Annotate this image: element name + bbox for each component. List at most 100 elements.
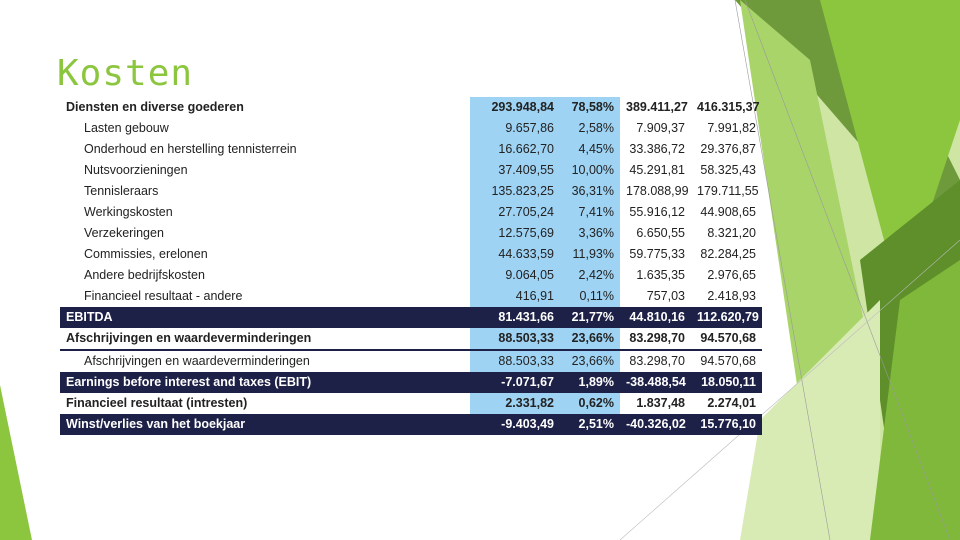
row-diensten-en-diverse-goederen: Diensten en diverse goederen 293.948,84 78… [60, 97, 762, 118]
percentage-cell: 3,36% [560, 223, 620, 244]
amount-cell-earlier: 94.570,68 [691, 328, 762, 351]
amount-cell-previous: 83.298,70 [629, 354, 685, 368]
amount-cell-earlier: 112.620,79 [691, 307, 762, 328]
row-ebit: Earnings before interest and taxes (EBIT… [60, 372, 762, 393]
amount-cell-previous: 55.916,12 [629, 205, 685, 219]
percentage-cell: 11,93% [560, 244, 620, 265]
row-nutsvoorzieningen: Nutsvoorzieningen 37.409,55 10,00% 45.291,8… [60, 160, 762, 181]
row-lasten-gebouw: Lasten gebouw 9.657,86 2,58% 7.909,37 7.991,… [60, 118, 762, 139]
amount-cell: 27.705,24 [470, 202, 560, 223]
row-verzekeringen: Verzekeringen 12.575,69 3,36% 6.650,55 8.321… [60, 223, 762, 244]
amount-cell: 88.503,33 [470, 350, 560, 372]
amount-cell-previous: 1.837,48 [636, 396, 685, 410]
row-werkingskosten: Werkingskosten 27.705,24 7,41% 55.916,12 44.… [60, 202, 762, 223]
amount-cell: 9.657,86 [470, 118, 560, 139]
row-tennisleraars: Tennisleraars 135.823,25 36,31% 178.088,99 1… [60, 181, 762, 202]
amount-cell-previous: 7.909,37 [636, 121, 685, 135]
row-ebitda: EBITDA 81.431,66 21,77% 44.810,16 112.620,79 [60, 307, 762, 328]
amount-cell-earlier: 94.570,68 [700, 354, 756, 368]
cost-table-body: Diensten en diverse goederen 293.948,84 78… [60, 97, 762, 435]
percentage-cell: 7,41% [560, 202, 620, 223]
row-label: Andere bedrijfskosten [84, 268, 205, 282]
row-financieel-resultaat-intresten: Financieel resultaat (intresten) 2.331,82… [60, 393, 762, 414]
percentage-cell: 23,66% [560, 328, 620, 351]
row-commissies-erelonen: Commissies, erelonen 44.633,59 11,93% 59.77… [60, 244, 762, 265]
row-label: Earnings before interest and taxes (EBIT… [60, 372, 470, 393]
amount-cell-earlier: 416.315,37 [697, 100, 760, 114]
row-label: Tennisleraars [84, 184, 159, 198]
amount-cell: -9.403,49 [470, 414, 560, 435]
row-label: Afschrijvingen en waardeverminderingen [60, 328, 470, 351]
amount-cell: 135.823,25 [470, 181, 560, 202]
row-label: Diensten en diverse goederen [66, 100, 244, 114]
amount-cell-earlier: 15.776,10 [691, 414, 762, 435]
row-label: Verzekeringen [84, 226, 164, 240]
amount-cell-previous: 33.386,72 [629, 142, 685, 156]
percentage-cell: 2,51% [560, 414, 620, 435]
amount-cell-earlier: 44.908,65 [700, 205, 756, 219]
row-afschrijvingen-detail: Afschrijvingen en waardeverminderingen 88… [60, 350, 762, 372]
row-label: Commissies, erelonen [84, 247, 208, 261]
percentage-cell: 2,42% [560, 265, 620, 286]
row-financieel-resultaat-andere: Financieel resultaat - andere 416,91 0,11%… [60, 286, 762, 307]
amount-cell-previous: 45.291,81 [629, 163, 685, 177]
percentage-cell: 1,89% [560, 372, 620, 393]
amount-cell-previous: 59.775,33 [629, 247, 685, 261]
amount-cell-earlier: 179.711,55 [697, 184, 759, 198]
amount-cell-earlier: 7.991,82 [707, 121, 756, 135]
amount-cell: 37.409,55 [470, 160, 560, 181]
thin-line-3 [619, 239, 960, 540]
percentage-cell: 78,58% [560, 97, 620, 118]
green-facet-pale [740, 300, 880, 540]
amount-cell: 416,91 [470, 286, 560, 307]
amount-cell-earlier: 8.321,20 [707, 226, 756, 240]
amount-cell: 44.633,59 [470, 244, 560, 265]
thin-line-1 [734, 0, 831, 540]
row-label: Lasten gebouw [84, 121, 169, 135]
row-winst-verlies: Winst/verlies van het boekjaar -9.403,49 2… [60, 414, 762, 435]
row-label: Afschrijvingen en waardeverminderingen [84, 354, 310, 368]
amount-cell-previous: 389.411,27 [626, 100, 688, 114]
amount-cell: 16.662,70 [470, 139, 560, 160]
amount-cell: 9.064,05 [470, 265, 560, 286]
amount-cell: 293.948,84 [470, 97, 560, 118]
amount-cell: 2.331,82 [470, 393, 560, 414]
amount-cell-previous: 83.298,70 [620, 328, 691, 351]
amount-cell-previous: -38.488,54 [620, 372, 691, 393]
amount-cell-earlier: 18.050,11 [691, 372, 762, 393]
amount-cell-previous: 1.635,35 [636, 268, 685, 282]
percentage-cell: 2,58% [560, 118, 620, 139]
amount-cell: 88.503,33 [470, 328, 560, 351]
percentage-cell: 4,45% [560, 139, 620, 160]
green-facet-bottom-left [0, 385, 32, 540]
row-label: Onderhoud en herstelling tennisterrein [84, 142, 297, 156]
amount-cell-earlier: 58.325,43 [700, 163, 756, 177]
row-label: Nutsvoorzieningen [84, 163, 188, 177]
percentage-cell: 0,11% [560, 286, 620, 307]
amount-cell-previous: 44.810,16 [620, 307, 691, 328]
percentage-cell: 21,77% [560, 307, 620, 328]
amount-cell-earlier: 82.284,25 [700, 247, 756, 261]
slide-title: Kosten [57, 53, 194, 94]
row-label: Werkingskosten [84, 205, 173, 219]
row-label: Winst/verlies van het boekjaar [60, 414, 470, 435]
amount-cell: 81.431,66 [470, 307, 560, 328]
row-onderhoud-tennisterrein: Onderhoud en herstelling tennisterrein 16… [60, 139, 762, 160]
percentage-cell: 0,62% [560, 393, 620, 414]
row-label: EBITDA [60, 307, 470, 328]
amount-cell-previous: 6.650,55 [636, 226, 685, 240]
percentage-cell: 36,31% [560, 181, 620, 202]
row-label: Financieel resultaat - andere [84, 289, 243, 303]
amount-cell: 12.575,69 [470, 223, 560, 244]
amount-cell-previous: 178.088,99 [626, 184, 689, 198]
amount-cell-earlier: 2.274,01 [707, 396, 756, 410]
amount-cell-previous: 757,03 [646, 289, 685, 303]
percentage-cell: 23,66% [560, 350, 620, 372]
amount-cell-previous: -40.326,02 [620, 414, 691, 435]
row-andere-bedrijfskosten: Andere bedrijfskosten 9.064,05 2,42% 1.635,… [60, 265, 762, 286]
green-facet-lower [870, 260, 960, 540]
row-afschrijvingen-totaal: Afschrijvingen en waardeverminderingen 88… [60, 328, 762, 351]
cost-table: Diensten en diverse goederen 293.948,84 78… [60, 97, 762, 435]
thin-line-2 [744, 0, 951, 540]
